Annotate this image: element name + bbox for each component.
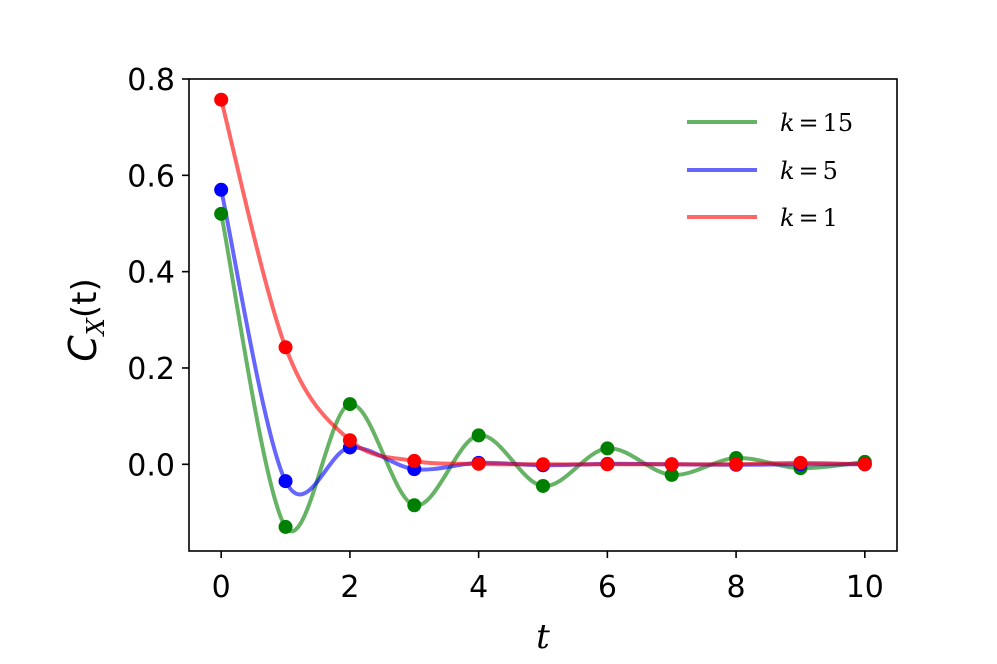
data-point-s2-10: [857, 457, 872, 472]
x-tick-label: 2: [340, 570, 359, 605]
plot-frame: [188, 78, 898, 552]
legend-op: =: [799, 109, 819, 137]
y-tick-label: 0.0: [127, 448, 175, 483]
y-axis-label-main: C: [61, 335, 105, 362]
data-point-s0-7: [664, 467, 679, 482]
y-axis: 0.0 0.2 0.4 0.6 0.8: [127, 63, 189, 483]
data-point-s2-9: [793, 455, 808, 470]
x-tick-label: 6: [598, 570, 617, 605]
series-line-1: [219, 189, 865, 497]
data-point-s2-7: [664, 457, 679, 472]
x-tick-label: 0: [212, 570, 231, 605]
y-tick-label: 0.2: [127, 352, 175, 387]
y-axis-label-arg: (t): [65, 278, 105, 318]
x-axis: 0 2 4 6 8 10: [212, 551, 884, 605]
legend-var: k: [780, 157, 795, 185]
legend-val: 1: [823, 204, 838, 232]
legend-val: 15: [823, 109, 854, 137]
legend-label-k5: k = 5: [780, 157, 838, 185]
legend-entry-k1: k = 1: [687, 204, 838, 232]
data-point-s1-0: [214, 182, 229, 197]
data-point-s0-2: [342, 397, 357, 412]
y-axis-label-sub: X: [82, 317, 110, 337]
x-tick-label: 10: [846, 570, 884, 605]
y-axis-label: CX(t): [61, 278, 110, 362]
legend: k = 15 k = 5 k = 1: [687, 109, 853, 232]
legend-op: =: [799, 204, 819, 232]
y-tick-label: 0.8: [127, 63, 175, 98]
data-point-s2-4: [471, 456, 486, 471]
data-point-s2-8: [729, 457, 744, 472]
legend-var: k: [780, 204, 795, 232]
data-point-s2-5: [536, 457, 550, 472]
data-point-s2-6: [600, 457, 615, 472]
legend-op: =: [799, 157, 819, 185]
x-tick-label: 8: [727, 570, 746, 605]
legend-label-k15: k = 15: [780, 109, 853, 137]
legend-val: 5: [823, 157, 838, 185]
y-tick-label: 0.4: [127, 256, 175, 291]
data-point-s0-6: [600, 441, 615, 456]
data-point-s0-4: [471, 428, 486, 443]
x-tick-label: 4: [469, 570, 488, 605]
x-axis-label: t: [536, 617, 550, 657]
legend-label-k1: k = 1: [780, 204, 838, 232]
y-tick-label: 0.6: [127, 159, 175, 194]
data-point-s2-0: [214, 92, 229, 107]
legend-entry-k5: k = 5: [687, 157, 838, 185]
series-line-2: [219, 99, 865, 467]
data-point-s1-1: [278, 474, 293, 489]
data-point-s0-5: [536, 478, 550, 493]
data-point-s2-2: [342, 433, 357, 448]
series-points: [214, 92, 872, 534]
data-point-s0-1: [278, 519, 293, 534]
data-point-s2-1: [278, 340, 293, 355]
legend-entry-k15: k = 15: [687, 109, 853, 137]
data-point-s0-0: [214, 206, 229, 221]
legend-var: k: [780, 109, 795, 137]
data-point-s0-3: [407, 498, 422, 513]
plot-area: [188, 78, 898, 552]
data-point-s2-3: [407, 453, 422, 468]
